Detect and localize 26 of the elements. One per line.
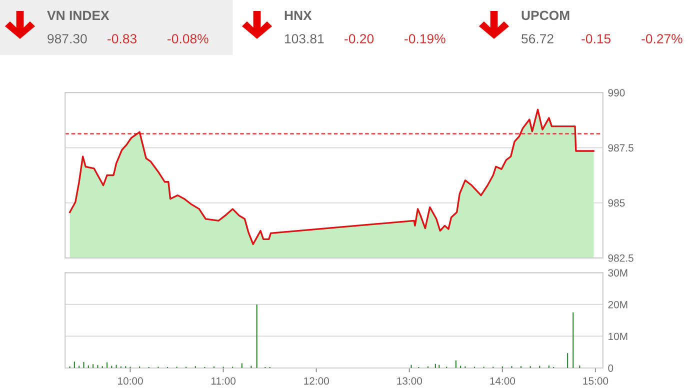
y-tick-label: 982.5: [608, 254, 634, 262]
x-tick-label: 10:00: [118, 377, 143, 385]
text: -0.15: [582, 34, 611, 44]
y-tick-label: 987.5: [608, 144, 634, 152]
text: 103.81: [285, 34, 324, 44]
x-tick-label: 12:00: [304, 377, 329, 385]
text: 56.72: [522, 34, 554, 44]
text: UPCOM: [522, 10, 570, 20]
y-tick-label: 30M: [608, 269, 628, 277]
text: HNX: [284, 10, 312, 20]
text: -0.27%: [642, 34, 682, 44]
text: -0.83: [108, 34, 136, 44]
x-tick-label: 14:00: [490, 377, 516, 385]
x-tick-label: 13:00: [397, 377, 422, 385]
y-tick-label: 985: [608, 199, 625, 207]
text: -0.19%: [404, 34, 446, 44]
text: -0.20: [344, 34, 374, 44]
x-tick-label: 11:00: [211, 377, 236, 385]
text: 987.30: [48, 34, 87, 44]
y-tick-label: 990: [608, 89, 625, 96]
y-tick-label: 20M: [608, 300, 628, 308]
text: -0.08%: [168, 34, 208, 44]
y-tick-label: 0: [608, 364, 614, 372]
y-tick-label: 10M: [608, 332, 628, 340]
text: VN INDEX: [47, 10, 110, 20]
x-tick-label: 15:00: [583, 377, 608, 385]
